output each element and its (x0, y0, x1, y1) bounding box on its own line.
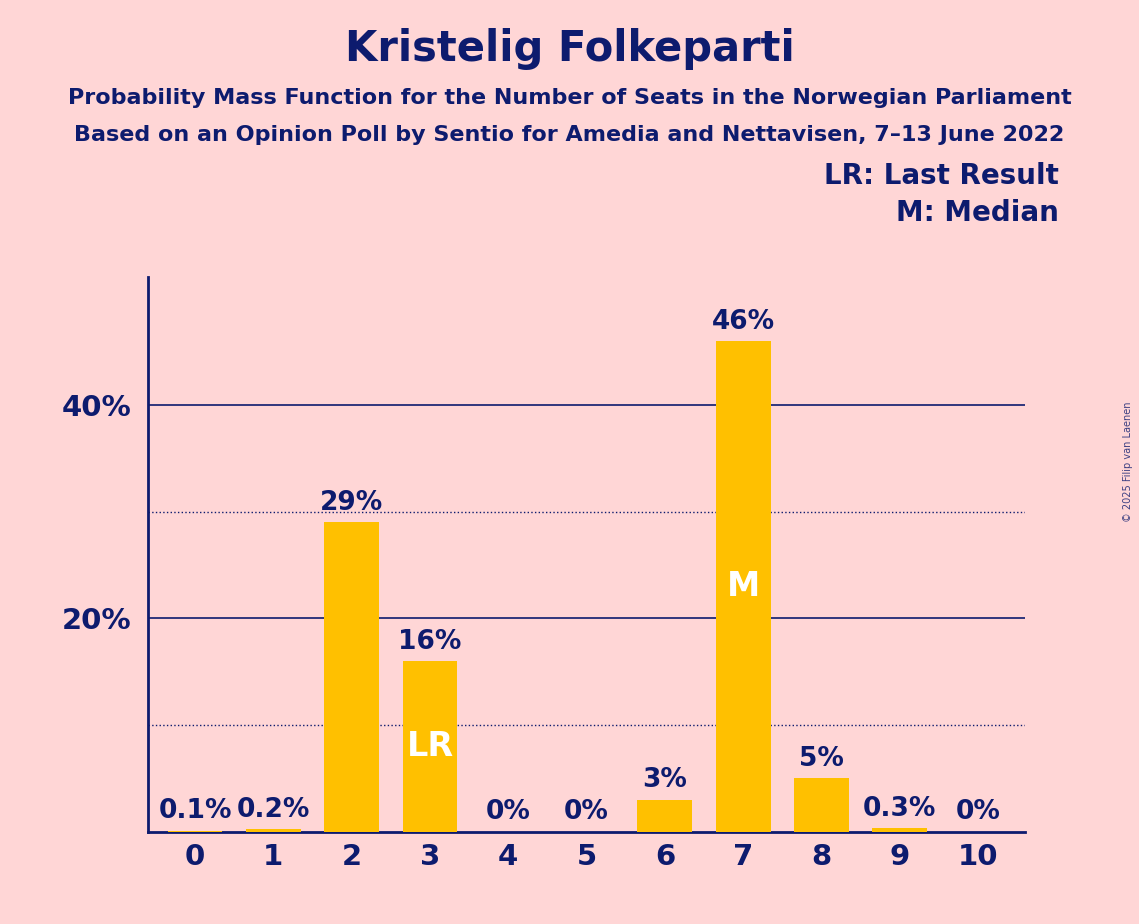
Text: LR: LR (407, 730, 453, 763)
Text: 46%: 46% (712, 309, 775, 334)
Text: LR: Last Result: LR: Last Result (825, 162, 1059, 189)
Bar (402, 661, 458, 832)
Text: 0%: 0% (956, 799, 1000, 825)
Text: M: M (727, 570, 760, 602)
Text: 0.2%: 0.2% (237, 797, 310, 823)
Text: M: Median: M: Median (896, 199, 1059, 226)
Bar (872, 829, 927, 832)
Text: Probability Mass Function for the Number of Seats in the Norwegian Parliament: Probability Mass Function for the Number… (67, 88, 1072, 108)
Text: 16%: 16% (399, 628, 461, 654)
Text: 3%: 3% (642, 767, 687, 793)
Text: Kristelig Folkeparti: Kristelig Folkeparti (345, 28, 794, 69)
Bar (246, 830, 301, 832)
Text: Based on an Opinion Poll by Sentio for Amedia and Nettavisen, 7–13 June 2022: Based on an Opinion Poll by Sentio for A… (74, 125, 1065, 145)
Bar (167, 831, 222, 832)
Bar (638, 799, 693, 832)
Text: © 2025 Filip van Laenen: © 2025 Filip van Laenen (1123, 402, 1133, 522)
Text: 0%: 0% (564, 799, 609, 825)
Text: 0.3%: 0.3% (863, 796, 936, 822)
Bar (715, 341, 771, 832)
Text: 5%: 5% (800, 746, 844, 772)
Text: 0%: 0% (486, 799, 531, 825)
Bar (794, 778, 849, 832)
Text: 0.1%: 0.1% (158, 798, 232, 824)
Bar (325, 522, 379, 832)
Text: 29%: 29% (320, 490, 384, 516)
